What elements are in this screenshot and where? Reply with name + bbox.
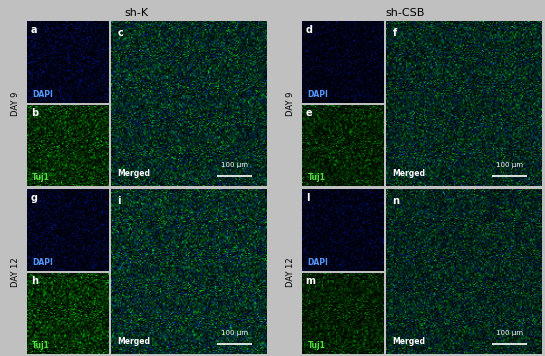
Text: 100 μm: 100 μm (221, 330, 248, 336)
Text: sh-K: sh-K (125, 9, 149, 19)
Text: DAPI: DAPI (32, 258, 53, 267)
Text: Merged: Merged (118, 337, 150, 346)
Text: l: l (306, 193, 309, 203)
Text: Merged: Merged (392, 169, 426, 178)
Text: Tuj1: Tuj1 (307, 341, 325, 350)
Text: i: i (118, 196, 121, 206)
Text: Merged: Merged (392, 337, 426, 346)
Text: b: b (31, 108, 38, 118)
Text: DAPI: DAPI (307, 258, 328, 267)
Text: sh-CSB: sh-CSB (386, 9, 425, 19)
Text: m: m (306, 276, 316, 286)
Text: a: a (31, 25, 37, 35)
Text: DAY 12: DAY 12 (11, 257, 20, 287)
Text: Tuj1: Tuj1 (32, 341, 50, 350)
Text: 100 μm: 100 μm (221, 162, 248, 168)
Text: DAY 12: DAY 12 (286, 257, 295, 287)
Text: DAPI: DAPI (32, 90, 53, 99)
Text: 100 μm: 100 μm (496, 162, 523, 168)
Text: d: d (306, 25, 313, 35)
Text: n: n (392, 196, 399, 206)
Text: c: c (118, 28, 123, 38)
Text: Tuj1: Tuj1 (307, 173, 325, 182)
Text: DAY 9: DAY 9 (286, 91, 295, 116)
Text: g: g (31, 193, 38, 203)
Text: e: e (306, 108, 312, 118)
Text: Merged: Merged (118, 169, 150, 178)
Text: DAPI: DAPI (307, 90, 328, 99)
Text: f: f (392, 28, 397, 38)
Text: DAY 9: DAY 9 (11, 91, 20, 116)
Text: h: h (31, 276, 38, 286)
Text: Tuj1: Tuj1 (32, 173, 50, 182)
Text: 100 μm: 100 μm (496, 330, 523, 336)
